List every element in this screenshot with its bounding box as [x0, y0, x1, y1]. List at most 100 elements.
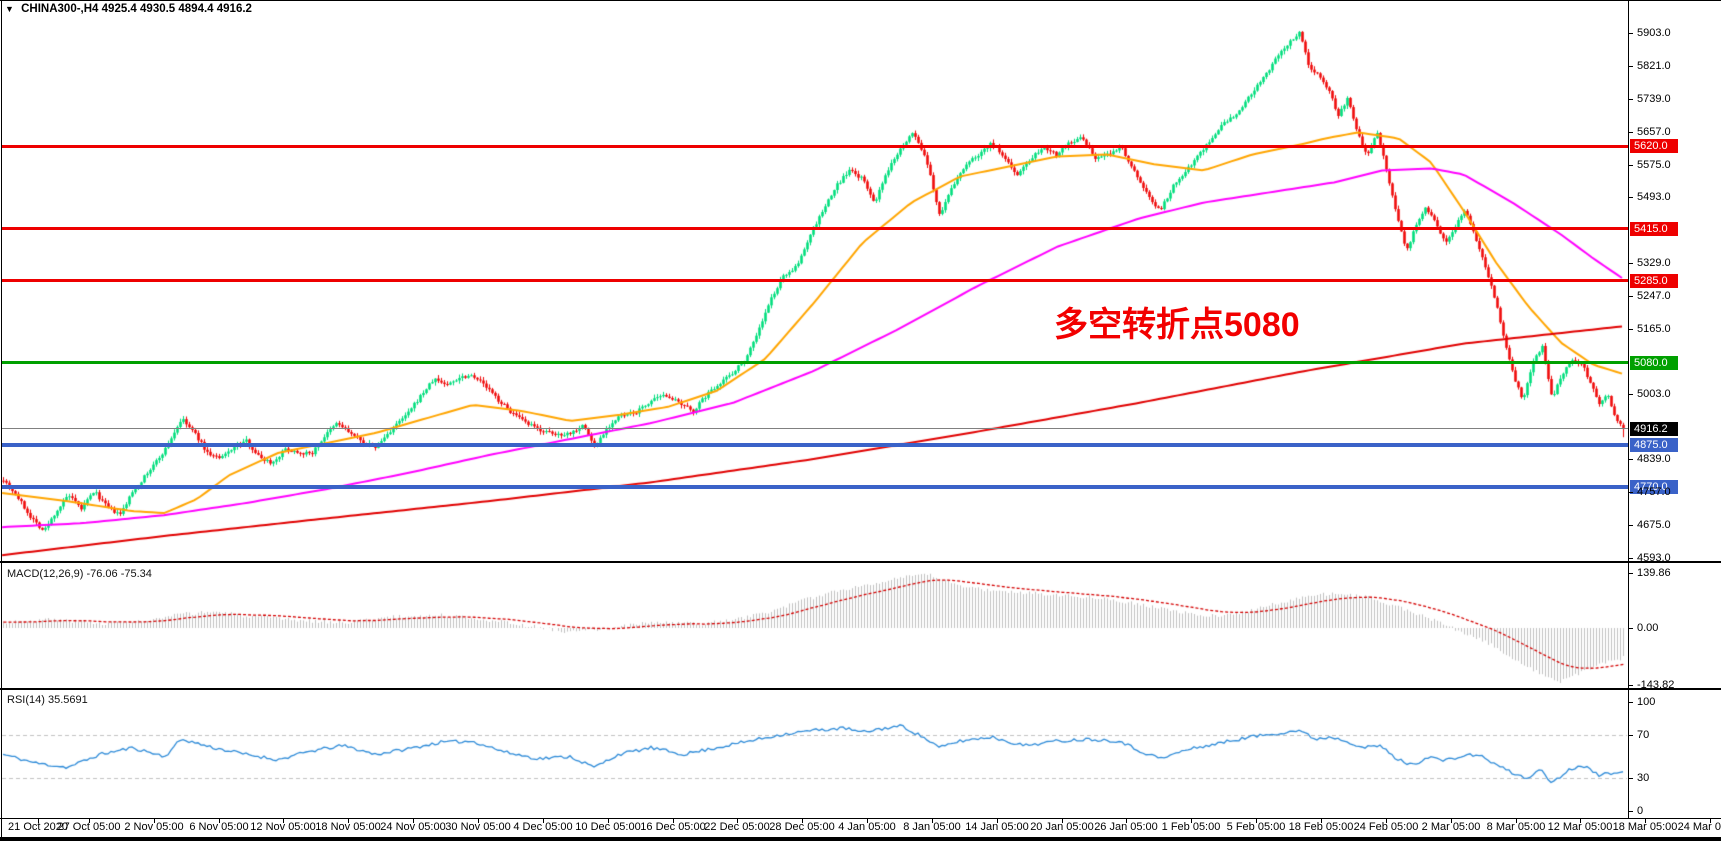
rsi-tick [1629, 778, 1633, 780]
rsi-tick [1629, 734, 1633, 736]
price-scale-border [1628, 0, 1629, 819]
macd-panel-separator[interactable] [0, 561, 1721, 563]
rsi-header: RSI(14) 35.5691 [7, 694, 88, 706]
time-label: 28 Dec 05:00 [769, 821, 835, 833]
price-tick-label: 5003.0 [1637, 387, 1671, 400]
price-tick-label: 5657.0 [1637, 125, 1671, 138]
level-line[interactable] [2, 428, 1628, 429]
time-label: 2 Nov 05:00 [124, 821, 184, 833]
rsi-scale-label: 0 [1637, 805, 1644, 817]
price-tick [1629, 492, 1633, 494]
time-label: 26 Jan 05:00 [1094, 821, 1158, 833]
level-line[interactable] [2, 227, 1628, 231]
price-tick [1629, 393, 1633, 395]
macd-tick [1629, 628, 1633, 629]
symbol-dropdown-icon[interactable]: ▼ [5, 4, 14, 14]
time-label: 21 Oct 2020 [8, 821, 68, 833]
rsi-scale-label: 100 [1637, 696, 1656, 708]
price-tick-label: 5247.0 [1637, 289, 1671, 302]
time-label: 4 Jan 05:00 [838, 821, 896, 833]
time-label: 27 Oct 05:00 [57, 821, 121, 833]
time-label: 12 Mar 05:00 [1547, 821, 1613, 833]
price-tick-label: 5329.0 [1637, 257, 1671, 269]
price-badge: 4875.0 [1630, 438, 1678, 452]
time-tick [1516, 819, 1517, 823]
macd-tick [1629, 573, 1633, 574]
price-tick [1629, 197, 1633, 199]
time-label: 24 Nov 05:00 [380, 821, 446, 833]
level-line[interactable] [2, 485, 1628, 490]
time-label: 2 Mar 05:00 [1421, 821, 1481, 833]
price-tick [1629, 263, 1633, 264]
macd-scale-label: -143.82 [1637, 678, 1675, 691]
price-badge: 4770.0 [1630, 480, 1678, 495]
price-tick-label: 5903.0 [1637, 27, 1671, 39]
time-label: 14 Jan 05:00 [965, 821, 1029, 833]
time-label: 18 Nov 05:00 [315, 821, 381, 833]
level-line[interactable] [2, 361, 1628, 365]
price-tick [1629, 65, 1633, 67]
time-tick [543, 819, 544, 823]
rsi-tick [1629, 702, 1633, 703]
price-tick [1629, 558, 1633, 559]
time-label: 4 Dec 05:00 [513, 821, 573, 833]
time-tick [802, 819, 803, 823]
time-label: 10 Dec 05:00 [575, 821, 641, 833]
time-tick [673, 819, 674, 823]
time-tick [478, 819, 479, 823]
time-tick [1126, 819, 1127, 823]
price-tick-label: 4675.0 [1637, 519, 1671, 532]
time-label: 18 Feb 05:00 [1288, 821, 1354, 833]
price-tick-label: 5739.0 [1637, 92, 1671, 105]
time-label: 30 Nov 05:00 [445, 821, 511, 833]
macd-scale-label: 0.00 [1637, 622, 1659, 634]
price-tick [1629, 525, 1633, 527]
chart-title: ▼ CHINA300-,H4 4925.4 4930.5 4894.4 4916… [5, 3, 252, 15]
time-tick [1386, 819, 1387, 823]
price-tick [1629, 459, 1633, 461]
level-line[interactable] [2, 443, 1628, 447]
bottom-scrollbar[interactable] [0, 837, 1721, 841]
time-tick [1451, 819, 1452, 823]
time-tick [219, 819, 220, 823]
time-label: 8 Jan 05:00 [903, 821, 961, 833]
symbol-period-label: CHINA300-,H4 [21, 3, 99, 15]
time-tick [1191, 819, 1192, 823]
price-tick-label: 4757.0 [1637, 486, 1671, 499]
macd-tick [1629, 684, 1633, 686]
level-line[interactable] [2, 144, 1628, 148]
price-badge: 5415.0 [1630, 221, 1678, 236]
ohlc-values: 4925.4 4930.5 4894.4 4916.2 [101, 3, 252, 15]
time-label: 6 Nov 05:00 [189, 821, 249, 833]
rsi-tick [1629, 811, 1633, 812]
macd-scale-label: 139.86 [1637, 567, 1671, 579]
time-tick [932, 819, 933, 823]
price-tick [1629, 98, 1633, 100]
time-tick [997, 819, 998, 823]
time-label: 5 Feb 05:00 [1226, 821, 1286, 833]
time-tick [1580, 819, 1581, 823]
trend-annotation: 多空转折点5080 [1054, 306, 1300, 344]
window-top-border [0, 0, 1721, 1]
time-tick [89, 819, 90, 823]
time-tick [608, 819, 609, 823]
price-tick-label: 5821.0 [1637, 59, 1671, 72]
price-tick-label: 5493.0 [1637, 191, 1671, 204]
level-line[interactable] [2, 279, 1628, 283]
time-label: 8 Mar 05:00 [1486, 821, 1546, 833]
price-tick [1629, 33, 1633, 34]
price-tick-label: 5165.0 [1637, 322, 1671, 335]
price-badge: 5285.0 [1630, 273, 1678, 288]
time-tick [1645, 819, 1646, 823]
price-tick-label: 5575.0 [1637, 158, 1671, 171]
rsi-scale-label: 30 [1637, 772, 1650, 785]
time-tick [348, 819, 349, 823]
rsi-panel-separator[interactable] [0, 688, 1721, 690]
plot-left-border [1, 0, 2, 837]
price-tick [1629, 131, 1633, 133]
price-tick [1629, 164, 1633, 166]
time-label: 20 Jan 05:00 [1030, 821, 1094, 833]
time-label: 22 Dec 05:00 [704, 821, 770, 833]
